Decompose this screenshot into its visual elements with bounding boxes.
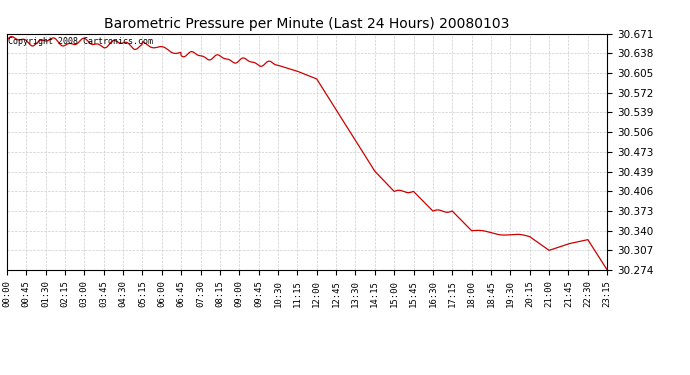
Title: Barometric Pressure per Minute (Last 24 Hours) 20080103: Barometric Pressure per Minute (Last 24 … <box>104 17 510 31</box>
Text: Copyright 2008 Cartronics.com: Copyright 2008 Cartronics.com <box>8 37 153 46</box>
